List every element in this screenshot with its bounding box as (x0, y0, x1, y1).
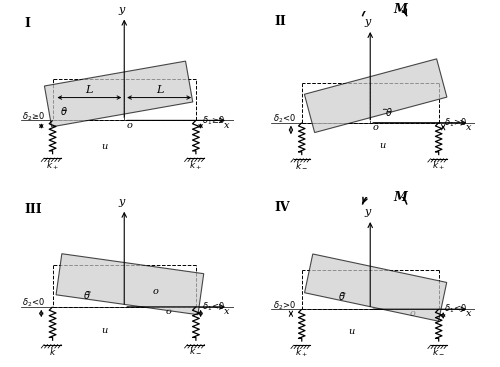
Text: $\delta_2\!<\!0$: $\delta_2\!<\!0$ (273, 113, 296, 126)
Text: I: I (24, 17, 30, 30)
Text: III: III (24, 203, 42, 216)
Text: $\theta$: $\theta$ (384, 106, 392, 119)
Text: $k_+$: $k_+$ (190, 159, 202, 171)
Text: $\delta_1\!\geq\!0$: $\delta_1\!\geq\!0$ (202, 114, 225, 127)
Text: $\delta_1\!>\!0$: $\delta_1\!>\!0$ (444, 116, 468, 129)
Text: u: u (348, 327, 355, 337)
Text: x: x (466, 309, 471, 319)
Text: o: o (373, 123, 379, 132)
Text: $\delta_2\!>\!0$: $\delta_2\!>\!0$ (273, 299, 296, 312)
Text: L: L (84, 85, 92, 95)
Text: o: o (166, 308, 172, 316)
Text: M: M (394, 3, 407, 16)
Text: $k_+$: $k_+$ (295, 346, 308, 359)
Text: x: x (466, 123, 471, 132)
Text: o: o (410, 309, 416, 319)
Text: $k_+$: $k_+$ (46, 159, 59, 171)
Text: II: II (274, 15, 286, 28)
Text: $\delta_2\!<\!0$: $\delta_2\!<\!0$ (22, 297, 46, 309)
Text: o: o (152, 287, 158, 296)
Text: IV: IV (274, 201, 290, 214)
Polygon shape (304, 254, 446, 321)
Text: $k$: $k$ (49, 345, 56, 356)
Text: M: M (394, 191, 407, 204)
Polygon shape (304, 59, 447, 132)
Text: o: o (126, 121, 132, 130)
Text: $k_+$: $k_+$ (432, 160, 445, 172)
Text: $\delta_2\!\geq\!0$: $\delta_2\!\geq\!0$ (22, 110, 46, 123)
Text: $\theta$: $\theta$ (60, 105, 68, 117)
Text: $k_-$: $k_-$ (432, 346, 445, 356)
Text: $k_-$: $k_-$ (190, 345, 202, 355)
Text: $\theta$: $\theta$ (338, 290, 345, 302)
Text: y: y (365, 17, 371, 27)
Text: $\delta_1\!<\!0$: $\delta_1\!<\!0$ (202, 301, 225, 313)
Text: x: x (224, 121, 230, 130)
Text: $\delta_1\!<\!0$: $\delta_1\!<\!0$ (444, 303, 468, 316)
Text: $k_-$: $k_-$ (295, 160, 308, 170)
Text: u: u (379, 141, 386, 150)
Text: y: y (118, 197, 125, 207)
Polygon shape (56, 254, 204, 315)
Text: u: u (102, 326, 108, 335)
Text: x: x (224, 308, 230, 316)
Text: u: u (102, 142, 108, 151)
Polygon shape (44, 61, 193, 127)
Text: y: y (118, 5, 125, 15)
Text: L: L (156, 85, 164, 95)
Text: y: y (365, 207, 371, 217)
Text: $\theta$: $\theta$ (83, 289, 90, 301)
